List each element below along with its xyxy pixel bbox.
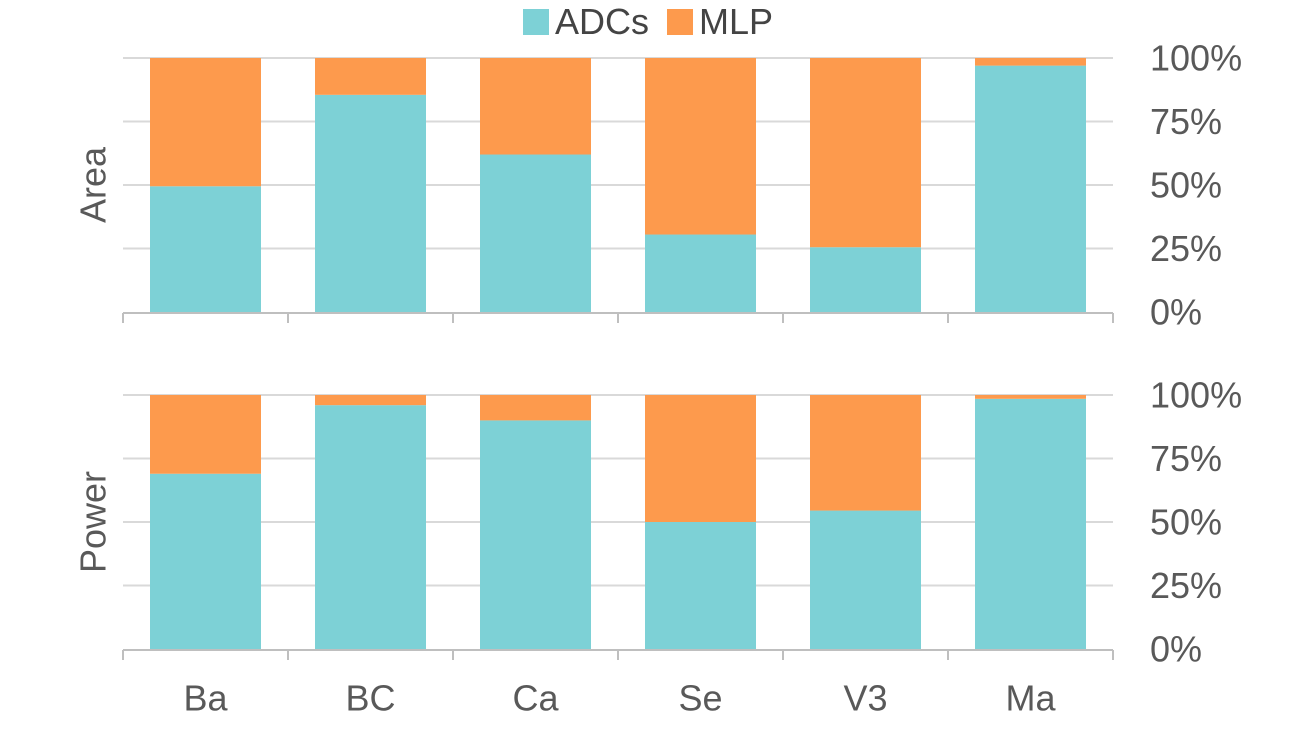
x-tick-label: Ca <box>512 678 559 719</box>
x-tick-label: Se <box>678 678 722 719</box>
bar-area-adcs <box>645 234 756 312</box>
bar-area-mlp <box>150 58 261 187</box>
bar-area-adcs <box>315 94 426 312</box>
bar-power-mlp <box>645 395 756 522</box>
y-tick-label-area: 100% <box>1150 38 1242 79</box>
y-tick-label-power: 25% <box>1150 565 1222 606</box>
bar-area-adcs <box>975 65 1086 313</box>
y-axis-title-power: Power <box>73 471 114 573</box>
legend-swatch-adcs <box>522 9 549 35</box>
legend-label-adcs: ADCs <box>554 1 649 42</box>
x-tick-label: Ba <box>183 678 228 719</box>
legend-item-mlp: MLP <box>666 1 774 43</box>
y-tick-label-power: 75% <box>1150 438 1222 479</box>
legend-swatch-mlp <box>666 9 693 35</box>
bar-power-adcs <box>975 398 1086 649</box>
bar-area-mlp <box>315 58 426 95</box>
bar-area-adcs <box>480 154 591 312</box>
legend-item-adcs: ADCs <box>522 1 649 43</box>
legend-label-mlp: MLP <box>698 1 774 42</box>
y-axis-title-area: Area <box>73 146 114 223</box>
y-tick-label-area: 25% <box>1150 228 1222 269</box>
y-tick-label-power: 50% <box>1150 502 1222 543</box>
bar-power-mlp <box>480 395 591 421</box>
bar-area-mlp <box>975 58 1086 66</box>
y-tick-label-area: 50% <box>1150 165 1222 206</box>
bar-power-mlp <box>975 395 1086 399</box>
bar-power-adcs <box>645 522 756 649</box>
bar-power-adcs <box>480 420 591 649</box>
x-tick-label: BC <box>345 678 395 719</box>
bar-area-adcs <box>150 186 261 312</box>
x-tick-label: Ma <box>1005 678 1056 719</box>
y-tick-label-area: 75% <box>1150 101 1222 142</box>
y-tick-label-power: 0% <box>1150 629 1202 670</box>
y-tick-label-area: 0% <box>1150 292 1202 333</box>
bar-area-mlp <box>480 58 591 155</box>
bar-power-adcs <box>150 473 261 649</box>
bar-area-mlp <box>810 58 921 248</box>
bar-power-mlp <box>315 395 426 406</box>
x-tick-label: V3 <box>843 678 887 719</box>
legend: ADCs MLP <box>0 0 1296 44</box>
bar-power-mlp <box>810 395 921 511</box>
bar-power-mlp <box>150 395 261 474</box>
bar-area-adcs <box>810 247 921 312</box>
bar-power-adcs <box>810 510 921 649</box>
y-tick-label-power: 100% <box>1150 375 1242 416</box>
bar-area-mlp <box>645 58 756 235</box>
bar-power-adcs <box>315 405 426 649</box>
